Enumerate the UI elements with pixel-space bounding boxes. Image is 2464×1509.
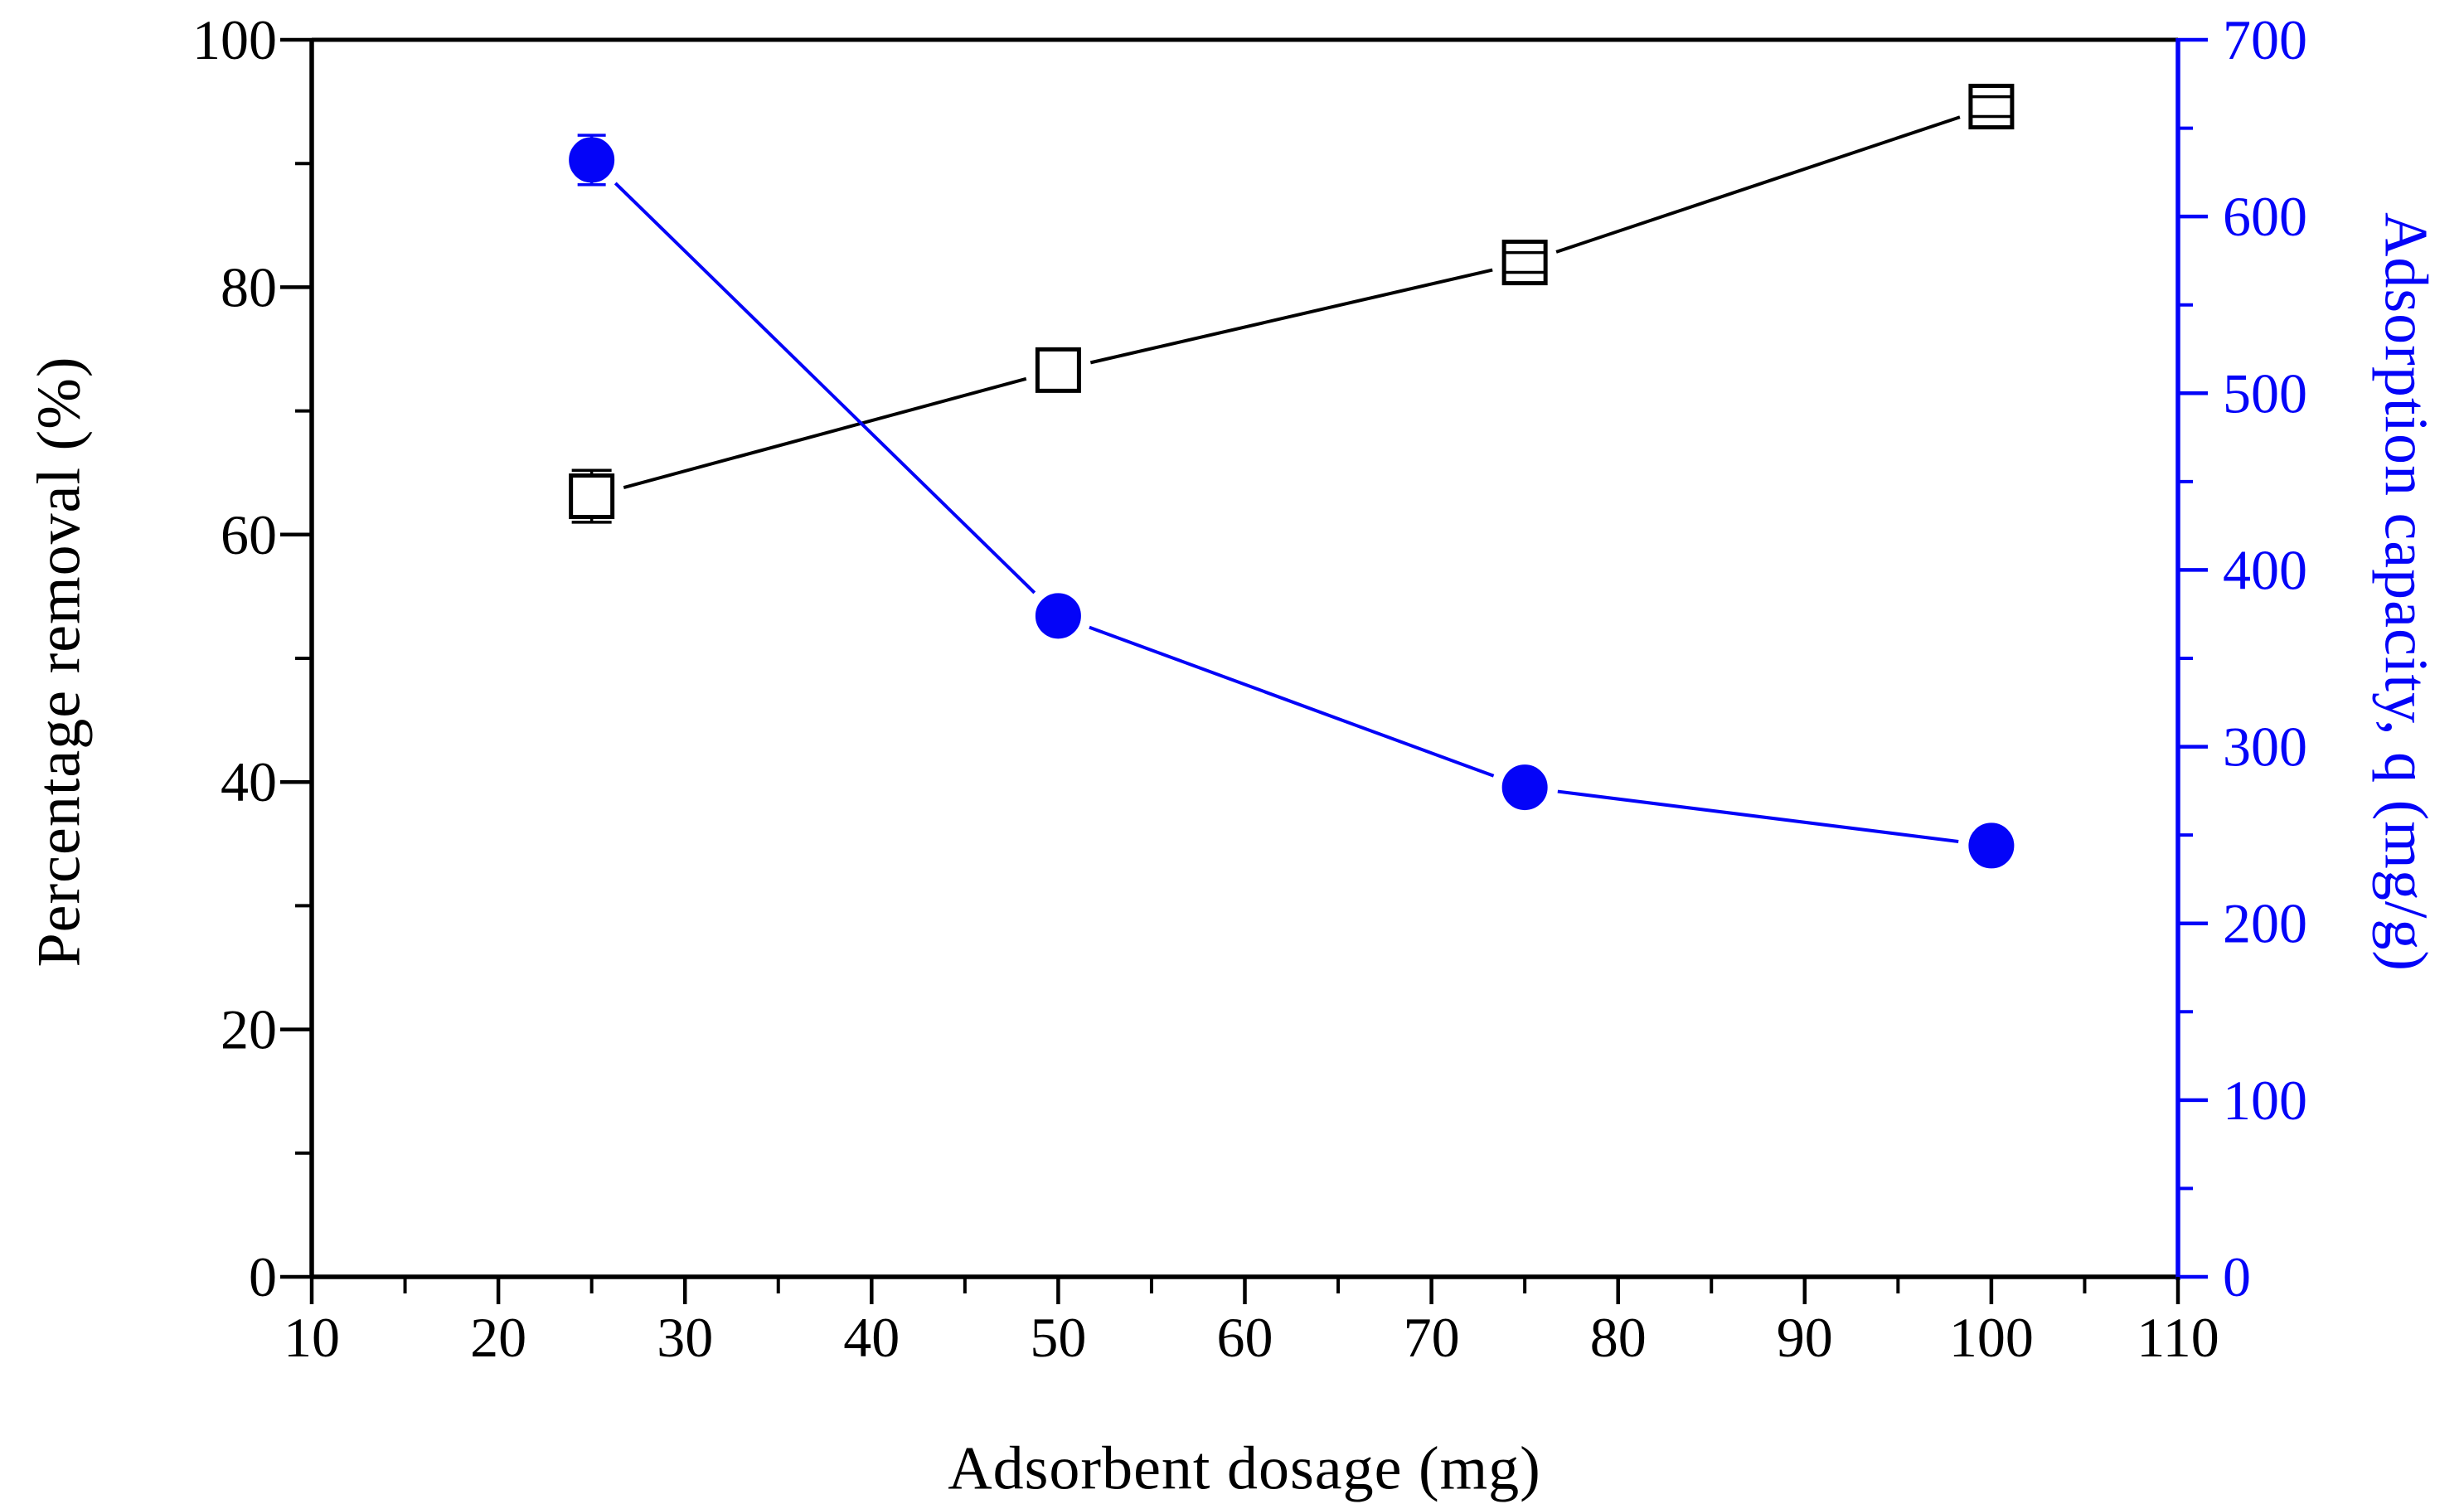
right-axis-tick-label: 200 [2223, 892, 2307, 955]
x-axis-tick-label: 30 [657, 1306, 713, 1369]
left-axis-tick-label: 20 [221, 998, 277, 1061]
right-axis-title: Adsorption capacity, q (mg/g) [2371, 211, 2440, 973]
left-axis-title: Percentage removal (%) [25, 356, 94, 968]
capacity-marker [569, 137, 615, 183]
capacity-line-segment [1089, 625, 1495, 778]
removal-line-segment [623, 376, 1027, 490]
left-axis-tick-label: 0 [249, 1245, 277, 1308]
removal-line-segment [1089, 268, 1493, 365]
x-axis-tick-label: 40 [843, 1306, 900, 1369]
right-axis-tick-label: 300 [2223, 716, 2307, 779]
removal-marker [1501, 240, 1548, 286]
capacity-marker [1968, 822, 2015, 869]
right-axis-tick-label: 400 [2223, 538, 2307, 601]
x-axis-tick-label: 100 [1949, 1306, 2034, 1369]
x-axis-tick-label: 80 [1590, 1306, 1647, 1369]
left-axis-tick-label: 40 [221, 750, 277, 813]
removal-marker [1968, 84, 2015, 130]
x-axis-tick-label: 10 [284, 1306, 340, 1369]
x-axis-tick-label: 50 [1030, 1306, 1086, 1369]
right-axis-tick-label: 700 [2223, 8, 2307, 71]
x-axis-tick-label: 70 [1404, 1306, 1460, 1369]
left-axis-tick-label: 60 [221, 503, 277, 566]
right-axis-tick-label: 500 [2223, 361, 2307, 425]
x-axis-title: Adsorbent dosage (mg) [948, 1434, 1541, 1503]
x-axis-tick-label: 90 [1777, 1306, 1833, 1369]
removal-line-segment [1555, 115, 1961, 254]
capacity-line-segment [614, 182, 1036, 594]
right-axis-tick-label: 100 [2223, 1069, 2307, 1132]
capacity-marker [1501, 764, 1548, 811]
removal-marker [1035, 347, 1081, 393]
right-axis-tick-label: 600 [2223, 185, 2307, 248]
x-axis-tick-label: 110 [2137, 1306, 2219, 1369]
left-axis-tick-label: 80 [221, 255, 277, 318]
capacity-line-segment [1557, 789, 1959, 843]
left-axis-tick-label: 100 [192, 8, 277, 71]
right-axis-tick-label: 0 [2223, 1245, 2251, 1308]
x-axis-tick-label: 20 [470, 1306, 526, 1369]
x-axis-tick-label: 60 [1217, 1306, 1273, 1369]
removal-marker [569, 473, 615, 520]
capacity-marker [1035, 593, 1081, 639]
